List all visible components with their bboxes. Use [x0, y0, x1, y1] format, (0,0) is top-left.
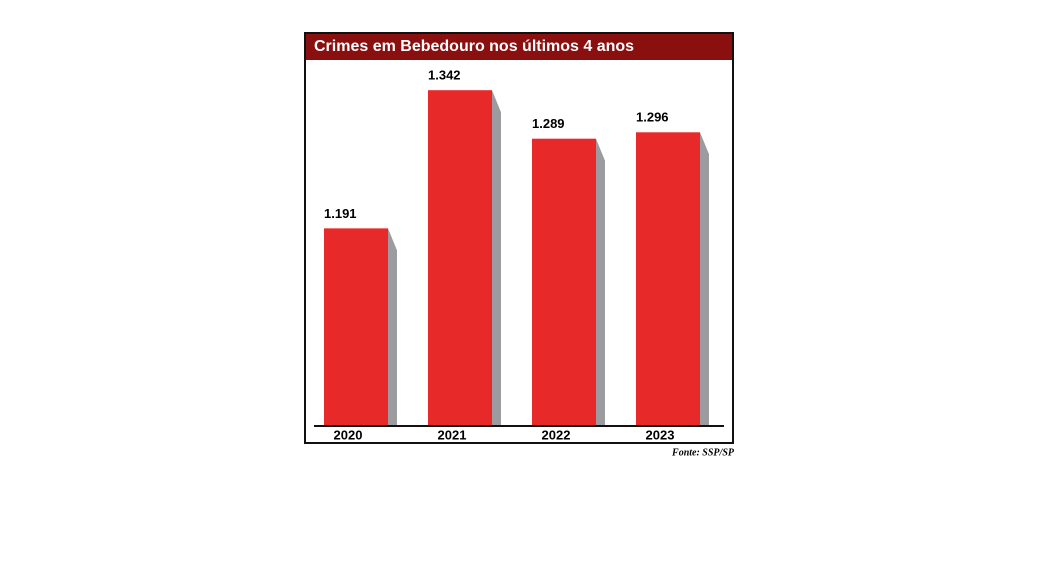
value-label: 1.296: [636, 110, 669, 125]
chart-title: Crimes em Bebedouro nos últimos 4 anos: [314, 38, 634, 55]
x-tick-label: 2023: [646, 427, 675, 442]
bar-shadow: [596, 138, 605, 426]
value-label: 1.191: [324, 206, 357, 221]
bar-shadow: [492, 90, 501, 426]
x-tick-label: 2020: [334, 427, 363, 442]
title-bar: [306, 34, 732, 60]
source-note: Fonte: SSP/SP: [671, 447, 735, 458]
bar: [532, 138, 596, 426]
value-label: 1.289: [532, 116, 565, 131]
bar: [324, 228, 388, 426]
bar: [636, 132, 700, 426]
bar-shadow: [388, 228, 397, 426]
bar: [428, 90, 492, 426]
x-tick-label: 2021: [438, 427, 467, 442]
value-label: 1.342: [428, 68, 461, 83]
x-tick-label: 2022: [542, 427, 571, 442]
bar-shadow: [700, 132, 709, 426]
